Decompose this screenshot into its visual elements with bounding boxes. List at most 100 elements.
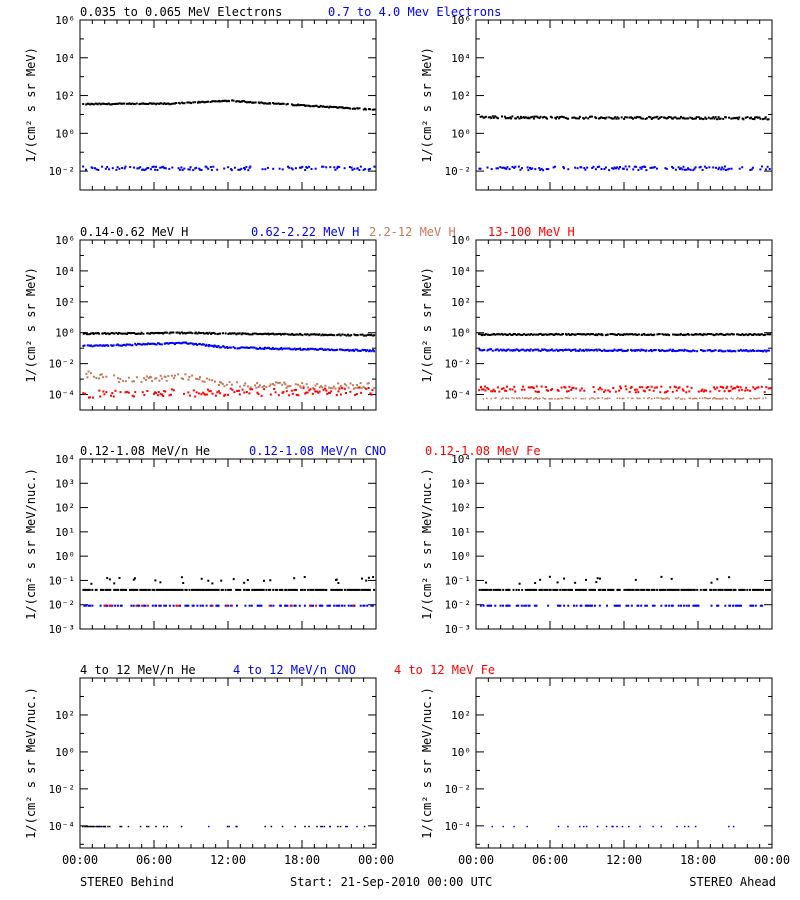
data-point [191,604,194,607]
data-point [676,825,678,828]
data-point [167,342,170,345]
data-point [227,604,230,607]
data-point [101,165,104,168]
data-point [596,334,599,337]
data-point [85,372,88,375]
data-point [571,333,573,336]
data-point [575,117,577,120]
data-point [99,344,102,347]
data-point [199,376,201,379]
data-point [170,393,172,396]
data-point [337,106,340,109]
data-point [181,588,184,591]
data-point [533,588,536,591]
data-point [726,333,729,336]
data-point [640,117,643,120]
data-point [608,116,611,119]
data-point [279,347,282,350]
data-point [677,397,680,399]
data-point [700,117,702,120]
data-point [166,825,168,828]
data-point [121,588,124,591]
data-point [90,825,92,828]
data-point [366,382,369,385]
data-point [660,604,663,607]
data-point [685,333,688,336]
data-point [354,107,357,110]
data-point [333,105,335,108]
data-point [337,382,340,385]
data-point [742,118,745,121]
data-point [303,576,306,578]
data-point [628,588,631,591]
data-point [628,165,631,168]
data-point [556,588,559,591]
data-point [114,588,117,591]
data-point [303,348,306,351]
data-point [511,165,514,168]
data-point [736,333,739,336]
data-point [84,825,86,828]
data-point [274,347,277,350]
data-point [674,350,677,353]
data-point [702,588,705,591]
data-point [503,333,506,336]
data-point [637,391,640,394]
data-point [237,168,240,171]
data-point [322,105,325,108]
data-point [301,334,304,337]
data-point [650,118,653,120]
data-point [261,333,264,336]
data-point [347,386,350,389]
data-point [94,332,97,335]
data-point [653,349,656,352]
data-point [362,604,365,607]
data-point [717,604,720,607]
data-point [549,115,552,118]
data-point [247,101,250,104]
data-point [263,384,266,387]
data-point [716,604,719,607]
data-point [350,166,353,169]
data-point [90,582,93,585]
footer-right-label: STEREO Ahead [689,875,776,889]
data-point [252,101,255,104]
data-point [112,344,115,347]
data-point [605,825,608,828]
data-point [578,333,581,335]
data-point [545,168,548,171]
data-point [82,103,85,105]
data-point [292,588,295,591]
data-point [728,825,730,828]
data-point [328,604,331,607]
data-point [127,391,130,394]
data-point [575,387,578,390]
data-point [645,169,648,172]
data-point [671,588,674,591]
y-tick-label: 10² [451,296,471,309]
data-point [272,383,274,385]
data-point [303,604,306,607]
data-point [282,102,285,105]
data-point [576,333,579,335]
data-point [580,398,582,400]
data-point [127,331,130,334]
data-point [233,166,236,169]
data-point [192,343,195,346]
data-point [762,118,764,121]
data-point [304,392,307,395]
data-point [301,165,304,168]
data-point [587,604,589,607]
data-point [486,387,489,389]
data-point [535,604,538,607]
data-point [712,116,715,119]
data-point [513,385,516,388]
data-point [203,343,205,346]
data-point [295,104,297,107]
data-point [119,344,122,347]
data-point [716,386,719,389]
data-point [539,578,542,581]
legend-electrons-0: 0.035 to 0.065 MeV Electrons [80,5,282,19]
data-point [236,381,239,384]
